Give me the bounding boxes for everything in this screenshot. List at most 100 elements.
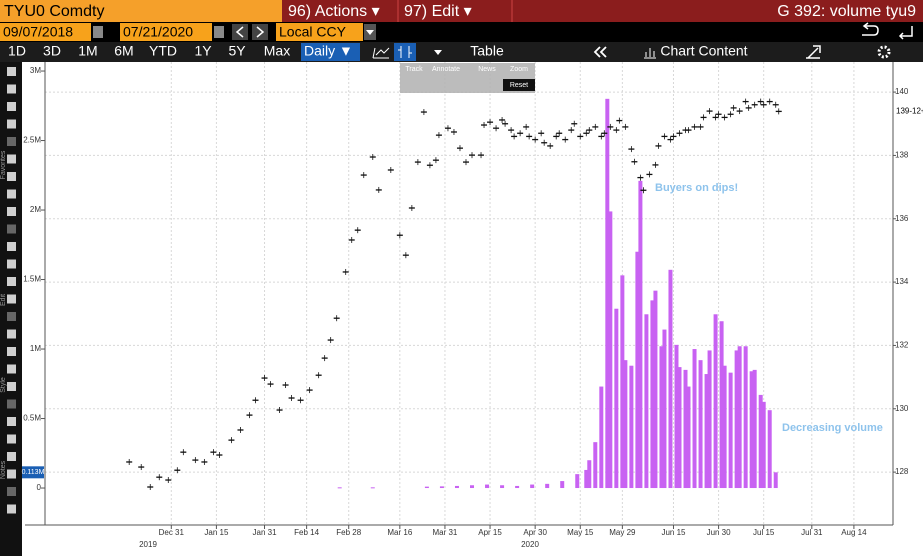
tool-icon[interactable]	[7, 137, 16, 146]
tool-icon[interactable]	[7, 504, 16, 514]
y-tick-label: 3M	[30, 66, 41, 75]
mini-tool[interactable]: News	[478, 66, 496, 73]
menu-bar	[282, 0, 923, 22]
volume-bar	[629, 365, 634, 489]
tool-icon[interactable]	[7, 224, 16, 234]
tool-icon[interactable]	[7, 434, 16, 444]
tool-icon[interactable]	[7, 399, 16, 409]
tool-icon[interactable]	[7, 277, 16, 286]
period-button[interactable]: 3D	[43, 43, 61, 59]
tool-icon[interactable]	[7, 154, 16, 164]
period-button[interactable]: 1D	[8, 43, 26, 59]
tool-icon[interactable]	[7, 312, 16, 321]
bar-tool-button[interactable]	[394, 43, 416, 61]
volume-bar	[743, 346, 748, 489]
volume-bar	[722, 365, 727, 489]
x-tick-label: Feb 28	[336, 528, 361, 537]
prev-button[interactable]	[232, 24, 248, 40]
volume-bar	[707, 350, 712, 489]
annotation: Buyers on dips!	[655, 182, 738, 194]
tool-icon[interactable]	[7, 382, 16, 391]
end-date[interactable]: 07/21/2020	[123, 24, 193, 40]
x-tick-label: May 15	[567, 528, 594, 537]
undo-icon[interactable]	[862, 22, 879, 36]
next-button[interactable]	[252, 24, 268, 40]
calendar-icon[interactable]	[214, 26, 224, 38]
bar-tool-icon	[398, 46, 412, 58]
volume-bar	[608, 211, 613, 489]
ticker[interactable]: TYU0 Comdty	[4, 3, 104, 20]
ticker-box[interactable]	[0, 0, 282, 22]
volume-bar	[370, 487, 375, 489]
side-label: Edit	[0, 294, 7, 306]
tool-icon[interactable]	[7, 242, 16, 251]
volume-bar	[692, 349, 697, 489]
edit-icon[interactable]	[806, 45, 821, 59]
calendar-icon[interactable]	[93, 26, 103, 38]
next-icon	[256, 26, 265, 38]
tool-icon[interactable]	[7, 259, 16, 269]
tool-icon[interactable]	[7, 417, 16, 426]
tool-icon[interactable]	[7, 207, 16, 216]
actions-menu[interactable]: 96) Actions ▾	[288, 3, 380, 20]
currency-box[interactable]	[276, 23, 363, 41]
period-button[interactable]: 5Y	[228, 43, 246, 59]
mini-tool[interactable]: Zoom	[510, 66, 528, 73]
x-tick-label: Apr 15	[478, 528, 502, 537]
volume-bar	[599, 386, 604, 489]
volume-bar	[737, 346, 742, 489]
volume-bar	[424, 486, 429, 489]
tool-icon[interactable]	[7, 119, 16, 129]
reset-button[interactable]	[503, 79, 535, 91]
collapse-icon[interactable]	[593, 46, 607, 58]
currency[interactable]: Local CCY	[279, 24, 347, 40]
dropdown-icon[interactable]	[434, 50, 442, 55]
volume-bar	[758, 394, 763, 489]
table-button[interactable]: Table	[470, 43, 504, 59]
line-tool-icon[interactable]	[372, 47, 390, 59]
tool-icon[interactable]	[7, 469, 16, 479]
frequency[interactable]: Daily ▼	[304, 43, 353, 59]
tool-icon[interactable]	[7, 102, 16, 111]
frequency-box[interactable]	[301, 43, 360, 61]
tool-icon[interactable]	[7, 452, 16, 461]
annotation: Decreasing volume	[782, 422, 883, 434]
enter-icon[interactable]	[898, 26, 913, 40]
volume-bar	[530, 484, 535, 489]
mini-tool[interactable]: Annotate	[432, 66, 460, 73]
tool-icon[interactable]	[7, 67, 16, 76]
volume-bar	[575, 474, 580, 489]
start-date[interactable]: 09/07/2018	[3, 24, 73, 40]
volume-bar	[623, 360, 628, 489]
period-button[interactable]: YTD	[149, 43, 177, 59]
tool-icon[interactable]	[7, 329, 16, 339]
y-tick-label: 1M	[30, 344, 41, 353]
tool-icon[interactable]	[7, 347, 16, 356]
tool-icon[interactable]	[7, 487, 16, 496]
y-tick-label: 0.5M	[23, 414, 41, 423]
period-button[interactable]: 6M	[114, 43, 133, 59]
mini-tool[interactable]: Track	[405, 66, 423, 73]
period-button[interactable]: Max	[264, 43, 290, 59]
tool-icon[interactable]	[7, 364, 16, 374]
end-date-box[interactable]	[120, 23, 212, 41]
settings-icon[interactable]	[877, 45, 891, 59]
tool-icon[interactable]	[7, 294, 16, 304]
period-button[interactable]: 1M	[78, 43, 97, 59]
chart-content-button[interactable]: Chart Content	[660, 43, 747, 59]
volume-bar	[454, 485, 459, 489]
x-tick-label: Jun 30	[707, 528, 732, 537]
period-button[interactable]: 1Y	[194, 43, 212, 59]
tool-icon[interactable]	[7, 84, 16, 94]
tool-icon[interactable]	[7, 172, 16, 181]
edit-menu[interactable]: 97) Edit ▾	[404, 3, 472, 20]
mini-tool[interactable]: Reset	[510, 82, 528, 89]
x-tick-label: Jun 15	[661, 528, 686, 537]
tool-icon[interactable]	[7, 189, 16, 199]
x-tick-label: Dec 31	[159, 528, 185, 537]
volume-bar	[635, 251, 640, 489]
x-tick-label: Apr 30	[523, 528, 547, 537]
start-date-box[interactable]	[0, 23, 91, 41]
